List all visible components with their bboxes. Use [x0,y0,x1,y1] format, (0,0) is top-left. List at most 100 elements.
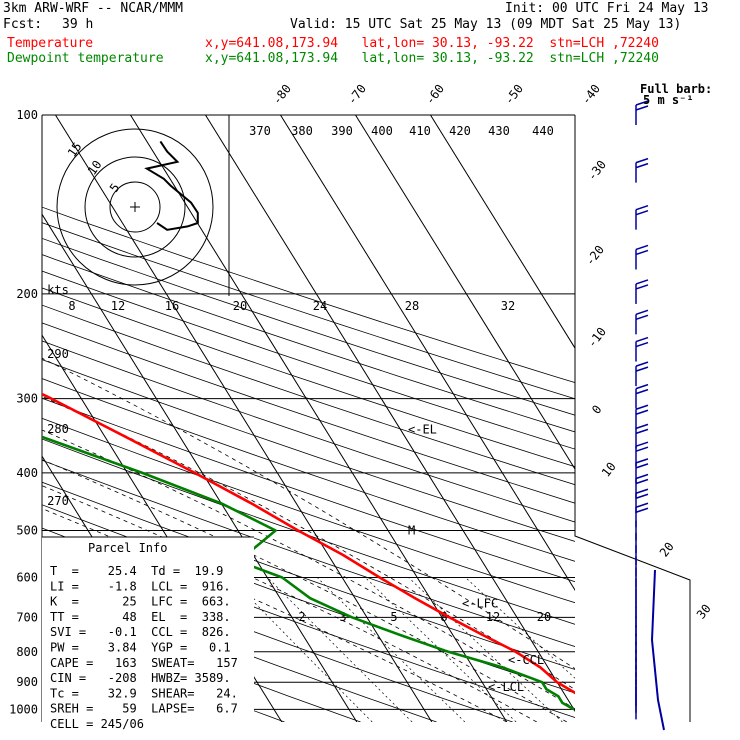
wind-barb-flag [635,100,649,106]
pressure-label: 400 [16,466,38,480]
wind-barb-flag [635,428,649,435]
wind-barb-flag [635,388,649,395]
hodograph-ring [56,128,214,286]
forecast-hours: 39 h [62,17,94,32]
parcel-info-row: LI = -1.8 LCL = 916. [50,579,231,593]
mixing-ratio-label: 3 [339,610,346,624]
pressure-label: 300 [16,392,38,406]
pressure-label: 800 [16,645,38,659]
isotherm-line [355,115,575,471]
wind-scale-label: 16 [165,299,179,313]
wind-scale-label: 8 [68,299,75,313]
mixing-ratio-line [365,577,517,722]
theta-label: 280 [47,422,69,436]
wind-barb-flag [635,361,649,367]
parcel-info-row: CELL = 245/06 [50,717,144,731]
wind-barb-flag [635,488,649,494]
pressure-label: 600 [16,571,38,585]
wind-barb-flag [635,105,649,111]
hodograph-trace [144,140,199,231]
wind-barb-flag [635,309,649,316]
wind-barb-flag [635,463,649,469]
theta-label: 370 [249,124,271,138]
theta-label: 390 [331,124,353,138]
dry-adiabat [42,481,575,670]
barb-key: Full barb:5 m s⁻¹ [640,82,712,107]
wind-scale-label: 24 [313,299,327,313]
wind-barb-flag [635,507,649,513]
wind-barb-flag [635,157,649,164]
init-time: Init: 00 UTC Fri 24 May 13 [505,1,709,16]
wind-scale-label: 12 [111,299,125,313]
model-title: 3km ARW-WRF -- NCAR/MMM [3,1,184,16]
wind-barb-flag [635,441,649,447]
parcel-info-title: Parcel Info [88,541,167,555]
parcel-marker: M [408,523,415,537]
mixing-ratio-label: 12 [486,610,500,624]
wind-barb-flag [635,458,649,464]
parcel-info-row: CIN = -208 HWBZ= 3589. [50,671,231,685]
dry-adiabat [42,576,437,722]
mixing-ratio-line [229,577,373,722]
wind-barb-flag [635,204,649,211]
dry-adiabat [42,237,575,416]
wind-barb-flag [635,249,649,256]
isotherm-line [280,115,575,591]
dry-adiabat [42,459,575,647]
theta-label: 400 [371,124,393,138]
mixing-ratio-label: 8 [440,610,447,624]
mixing-ratio-label: 2 [298,610,305,624]
pressure-label: 700 [16,610,38,624]
dry-adiabat [42,438,575,625]
wind-barb-flag [635,279,649,285]
dry-adiabat [42,270,575,450]
isotherm-label: -50 [502,82,526,108]
dry-adiabat [42,397,575,583]
hodograph-ring [84,156,186,258]
moist-adiabat [42,357,575,670]
wind-barb-flag [635,162,649,169]
isotherm-label: 10 [599,460,619,480]
pressure-label: 500 [16,523,38,537]
wind-barb-flag [635,336,649,343]
temperature-profile [42,392,575,695]
level-annotation: <-EL [408,422,437,436]
wind-barb-flag [635,478,649,485]
wind-barb-flag [635,502,649,508]
parcel-info-background [42,537,254,722]
wind-barbs [635,100,665,731]
moist-adiabat [42,459,568,722]
wind-barb-flag [635,284,649,290]
right-edge [574,115,691,722]
wind-barb-flag [635,446,649,452]
theta-label: 420 [449,124,471,138]
hodograph-ring-label: 15 [65,140,85,160]
mixing-ratio-line [267,577,413,722]
wind-barb-flag [635,209,649,216]
parcel-info-row: SVI = -0.1 CCL = 826. [50,625,231,639]
theta-label: 290 [47,347,69,361]
parcel-info-row: T = 25.4 Td = 19.9 [50,564,223,578]
dry-adiabat [42,340,575,523]
temperature-legend: Temperature [7,36,94,51]
isotherm-label: -70 [345,82,369,108]
isotherm-label: -20 [583,243,607,269]
parcel-info-row: K = 25 LFC = 663. [50,595,231,609]
dry-adiabat [42,206,575,384]
wind-barb-flag [635,383,649,390]
level-annotation: <-LFC [462,596,498,610]
isotherm-label: -80 [270,82,294,108]
theta-label: 270 [47,494,69,508]
isotherm-label: 0 [589,402,604,416]
isotherm-line [55,115,433,722]
wind-barb-flag [635,244,649,251]
mixing-ratio-label: 20 [537,610,551,624]
dry-adiabat [42,417,575,604]
barb-key-label: Full barb: [640,82,712,96]
wind-barb-flag [635,493,649,499]
theta-label: 430 [488,124,510,138]
moist-adiabat [42,508,507,722]
wind-scale-label: 28 [405,299,419,313]
wind-barb-flag [635,314,649,321]
